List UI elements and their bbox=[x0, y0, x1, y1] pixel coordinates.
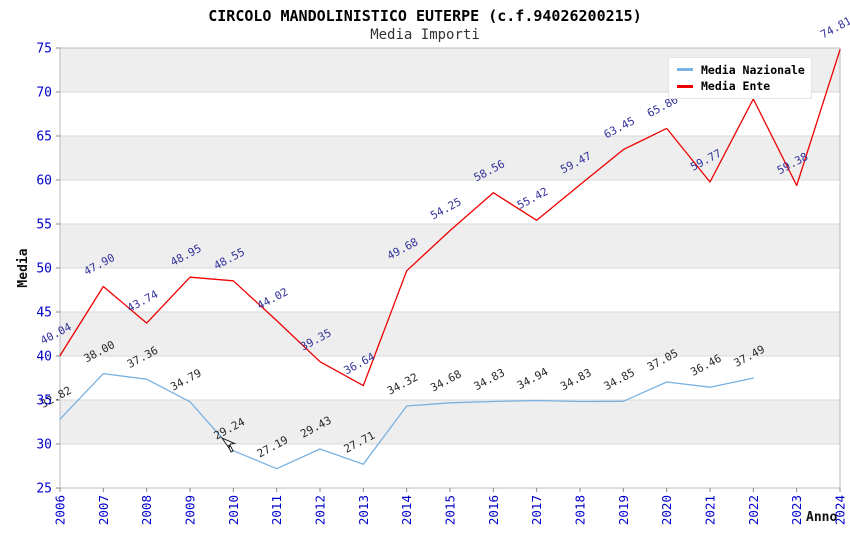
y-tick-label: 30 bbox=[36, 438, 52, 453]
media-nazionale-line-swatch-icon bbox=[677, 68, 693, 72]
y-tick-label: 35 bbox=[36, 394, 52, 409]
x-tick-label: 2010 bbox=[226, 495, 241, 525]
x-tick-label: 2015 bbox=[443, 495, 458, 525]
x-tick-label: 2018 bbox=[573, 495, 588, 525]
media-nazionale-line bbox=[59, 372, 754, 470]
legend-item-media-nazionale: Media Nazionale bbox=[677, 63, 811, 77]
y-tick-label: 75 bbox=[36, 42, 52, 57]
y-tick-label: 70 bbox=[36, 86, 52, 101]
page-title: CIRCOLO MANDOLINISTICO EUTERPE (c.f.9402… bbox=[208, 7, 642, 25]
point-value-label: 34.94 bbox=[515, 365, 551, 392]
y-tick-label: 40 bbox=[36, 350, 52, 365]
x-tick-label: 2009 bbox=[183, 495, 198, 525]
grid-band bbox=[60, 136, 840, 180]
x-tick-label: 2011 bbox=[269, 495, 284, 525]
grid-band bbox=[60, 400, 840, 444]
x-tick-label: 2006 bbox=[53, 495, 68, 525]
point-value-label: 34.79 bbox=[168, 366, 203, 393]
chart-subtitle: Media Importi bbox=[370, 27, 480, 43]
legend-label-media-ente: Media Ente bbox=[701, 79, 771, 94]
point-value-label: 34.32 bbox=[385, 371, 420, 398]
x-tick-label: 2021 bbox=[703, 495, 718, 525]
y-tick-label: 55 bbox=[36, 218, 52, 233]
y-axis-title: Media bbox=[16, 248, 31, 287]
x-tick-label: 2022 bbox=[746, 495, 761, 525]
x-tick-label: 2024 bbox=[833, 495, 848, 525]
x-tick-label: 2017 bbox=[529, 495, 544, 525]
point-value-label: 43.74 bbox=[125, 288, 161, 315]
x-tick-label: 2007 bbox=[96, 495, 111, 525]
media-ente-line-swatch-icon bbox=[677, 84, 693, 88]
y-tick-label: 50 bbox=[36, 262, 52, 277]
media-ente-line bbox=[59, 49, 841, 387]
point-value-label: 34.85 bbox=[602, 366, 637, 393]
x-tick-label: 2012 bbox=[313, 495, 328, 525]
x-tick-label: 2020 bbox=[659, 495, 674, 525]
point-value-label: 44.02 bbox=[255, 285, 290, 312]
x-tick-label: 2013 bbox=[356, 495, 371, 525]
y-tick-label: 65 bbox=[36, 130, 52, 145]
y-tick-label: 25 bbox=[36, 482, 52, 497]
x-tick-label: 2016 bbox=[486, 495, 501, 525]
point-value-label: 34.83 bbox=[558, 366, 593, 393]
y-tick-label: 45 bbox=[36, 306, 52, 321]
legend-box: Media Nazionale Media Ente bbox=[668, 57, 812, 99]
point-value-label: 54.25 bbox=[428, 195, 463, 222]
x-tick-label: 2023 bbox=[789, 495, 804, 525]
point-value-label: 34.68 bbox=[428, 367, 463, 394]
point-value-label: 55.42 bbox=[515, 185, 550, 212]
x-tick-label: 2008 bbox=[139, 495, 154, 525]
x-axis-title: Anno bbox=[806, 510, 837, 525]
point-value-label: 34.83 bbox=[472, 366, 507, 393]
mouse-cursor-icon bbox=[220, 436, 237, 453]
y-tick-label: 60 bbox=[36, 174, 52, 189]
grid-band bbox=[60, 312, 840, 356]
legend-item-media-ente: Media Ente bbox=[677, 79, 811, 93]
legend-label-media-nazionale: Media Nazionale bbox=[701, 62, 805, 77]
point-value-label: 74.81 bbox=[818, 14, 850, 41]
x-tick-label: 2014 bbox=[399, 495, 414, 525]
x-tick-label: 2019 bbox=[616, 495, 631, 525]
